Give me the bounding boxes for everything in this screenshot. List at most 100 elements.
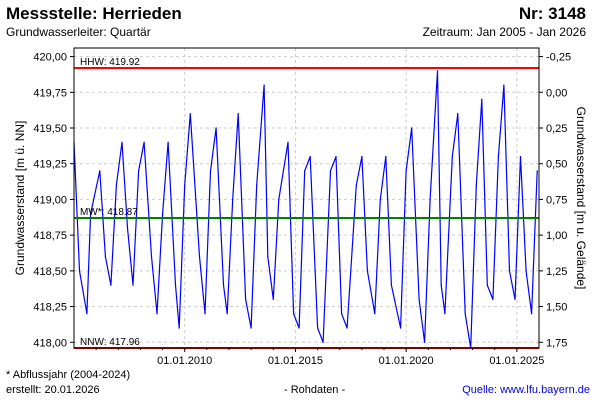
data-point: [287, 141, 289, 143]
y-tick-label: 419,00: [33, 194, 67, 206]
data-point: [411, 127, 413, 129]
data-point: [486, 284, 488, 286]
data-point: [514, 298, 516, 300]
y-axis-label-left: Grundwasserstand [m ü. NN]: [13, 121, 27, 276]
data-point: [204, 313, 206, 315]
data-point: [531, 313, 533, 315]
data-point: [209, 170, 212, 172]
data-point: [150, 256, 153, 258]
y-tick-label: 418,75: [33, 230, 67, 242]
data-point: [263, 84, 265, 86]
reference-label: NNW: 417.96: [80, 337, 140, 348]
data-point: [385, 156, 387, 158]
y2-tick-label: 0,50: [546, 159, 567, 171]
y2-tick-label: -0,25: [546, 52, 571, 64]
data-point: [429, 198, 431, 200]
y2-tick-label: 1,25: [546, 266, 567, 278]
data-point: [341, 313, 343, 315]
data-point: [361, 156, 363, 158]
data-point: [90, 213, 92, 215]
y2-tick-label: 1,75: [546, 337, 567, 349]
source-link[interactable]: www.lfu.bayern.de: [500, 384, 590, 396]
station-number: Nr: 3148: [518, 4, 586, 23]
y2-tick-label: 1,00: [546, 230, 567, 242]
data-point: [226, 313, 228, 315]
reference-label: HHW: 419.92: [80, 57, 140, 68]
x-tick-label: 01.01.2020: [379, 355, 434, 367]
data-point: [374, 313, 376, 315]
data-point: [481, 98, 483, 100]
data-point: [451, 156, 453, 158]
aquifer-label: Grundwasserleiter: Quartär: [6, 25, 151, 39]
data-point: [519, 156, 522, 158]
data-point: [156, 313, 158, 315]
y2-tick-label: 1,50: [546, 302, 567, 314]
data-point: [536, 170, 538, 172]
data-point: [132, 284, 134, 286]
data-point: [178, 327, 180, 329]
footnote: * Abflussjahr (2004-2024): [6, 369, 131, 381]
data-point: [86, 313, 88, 315]
data-point: [436, 70, 439, 72]
data-point: [99, 170, 101, 172]
data-point: [457, 113, 459, 115]
data-point: [525, 270, 527, 272]
data-point: [267, 256, 269, 258]
data-point: [503, 84, 505, 86]
data-point: [115, 184, 117, 186]
data-point: [475, 184, 477, 186]
data-point: [174, 284, 177, 286]
data-point: [317, 327, 319, 329]
raw-data-label: - Rohdaten -: [284, 384, 346, 396]
data-point: [405, 170, 407, 172]
plot-frame: [73, 47, 540, 349]
data-point: [293, 313, 295, 315]
data-point: [198, 256, 201, 258]
data-point: [278, 198, 280, 200]
source: Quelle: www.lfu.bayern.de: [462, 384, 590, 396]
reference-lines: HHW: 419.92 MW*: 418.87 NNW: 417.96: [74, 57, 539, 349]
x-axis: 01.01.2010 01.01.2015 01.01.2020 01.01.2025: [95, 348, 544, 367]
y2-tick-label: 0,75: [546, 194, 567, 206]
data-point: [424, 341, 426, 343]
x-tick-label: 01.01.2010: [157, 355, 212, 367]
created-date: erstellt: 20.01.2026: [6, 384, 100, 396]
y-tick-label: 418,00: [33, 337, 67, 349]
data-point: [298, 327, 300, 329]
data-point: [329, 170, 332, 172]
series-layer: [73, 70, 538, 349]
y-tick-label: 419,50: [33, 123, 67, 135]
data-point: [440, 284, 442, 286]
groundwater-level-line: [73, 70, 538, 349]
grid: [74, 48, 539, 348]
y-axis-label-right: Grundwasserstand [m u. Gelände]: [574, 107, 588, 290]
data-point: [508, 270, 511, 272]
data-point: [126, 227, 129, 229]
data-point: [464, 313, 466, 315]
period-label: Zeitraum: Jan 2005 - Jan 2026: [422, 25, 586, 39]
x-tick-label: 01.01.2015: [268, 355, 323, 367]
data-point: [418, 298, 420, 300]
y-tick-label: 419,75: [33, 87, 67, 99]
data-point: [346, 327, 348, 329]
data-point: [304, 170, 306, 172]
data-point: [379, 198, 381, 200]
data-point: [110, 284, 112, 286]
y-axis-left: 418,00 418,25 418,50 418,75 419,00 419,25 419,…: [33, 52, 74, 349]
x-tick-label: 01.01.2025: [489, 355, 544, 367]
y-tick-label: 420,00: [33, 52, 67, 64]
page-title: Messstelle: Herrieden: [6, 4, 182, 23]
data-point: [78, 270, 81, 272]
data-point: [138, 170, 140, 172]
data-point: [322, 341, 324, 343]
y-tick-label: 418,25: [33, 302, 67, 314]
y-tick-label: 418,50: [33, 266, 67, 278]
reference-label: MW*: 418.87: [80, 207, 138, 218]
data-point: [245, 298, 247, 300]
data-point: [189, 113, 191, 115]
data-point: [104, 256, 106, 258]
data-point: [492, 298, 494, 300]
data-point: [167, 141, 169, 143]
data-point: [232, 198, 234, 200]
